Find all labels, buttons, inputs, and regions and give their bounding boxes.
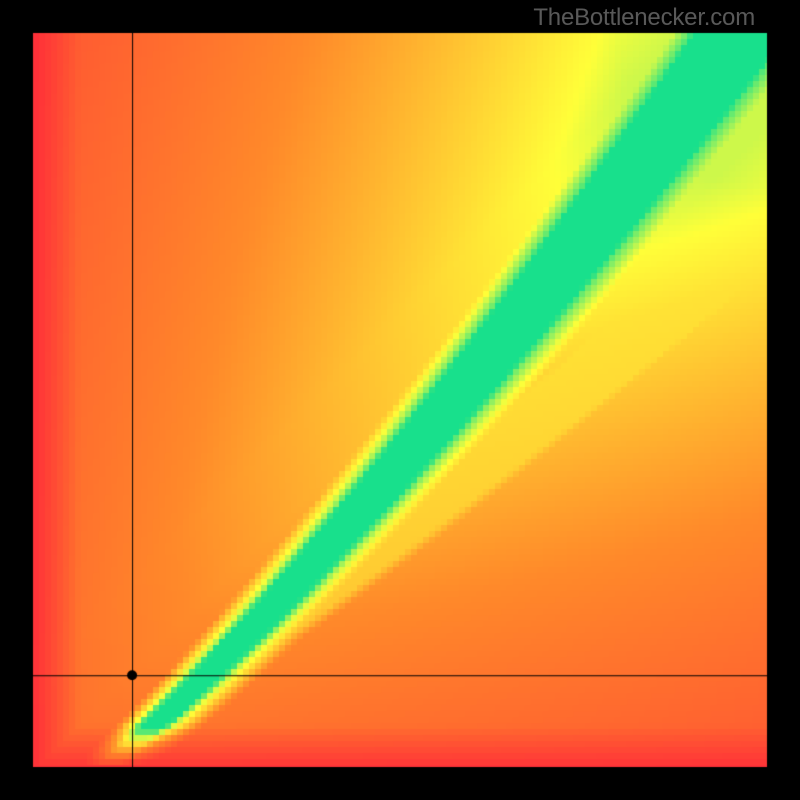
watermark-text: TheBottlenecker.com [533,4,755,32]
bottleneck-heatmap [0,0,800,800]
